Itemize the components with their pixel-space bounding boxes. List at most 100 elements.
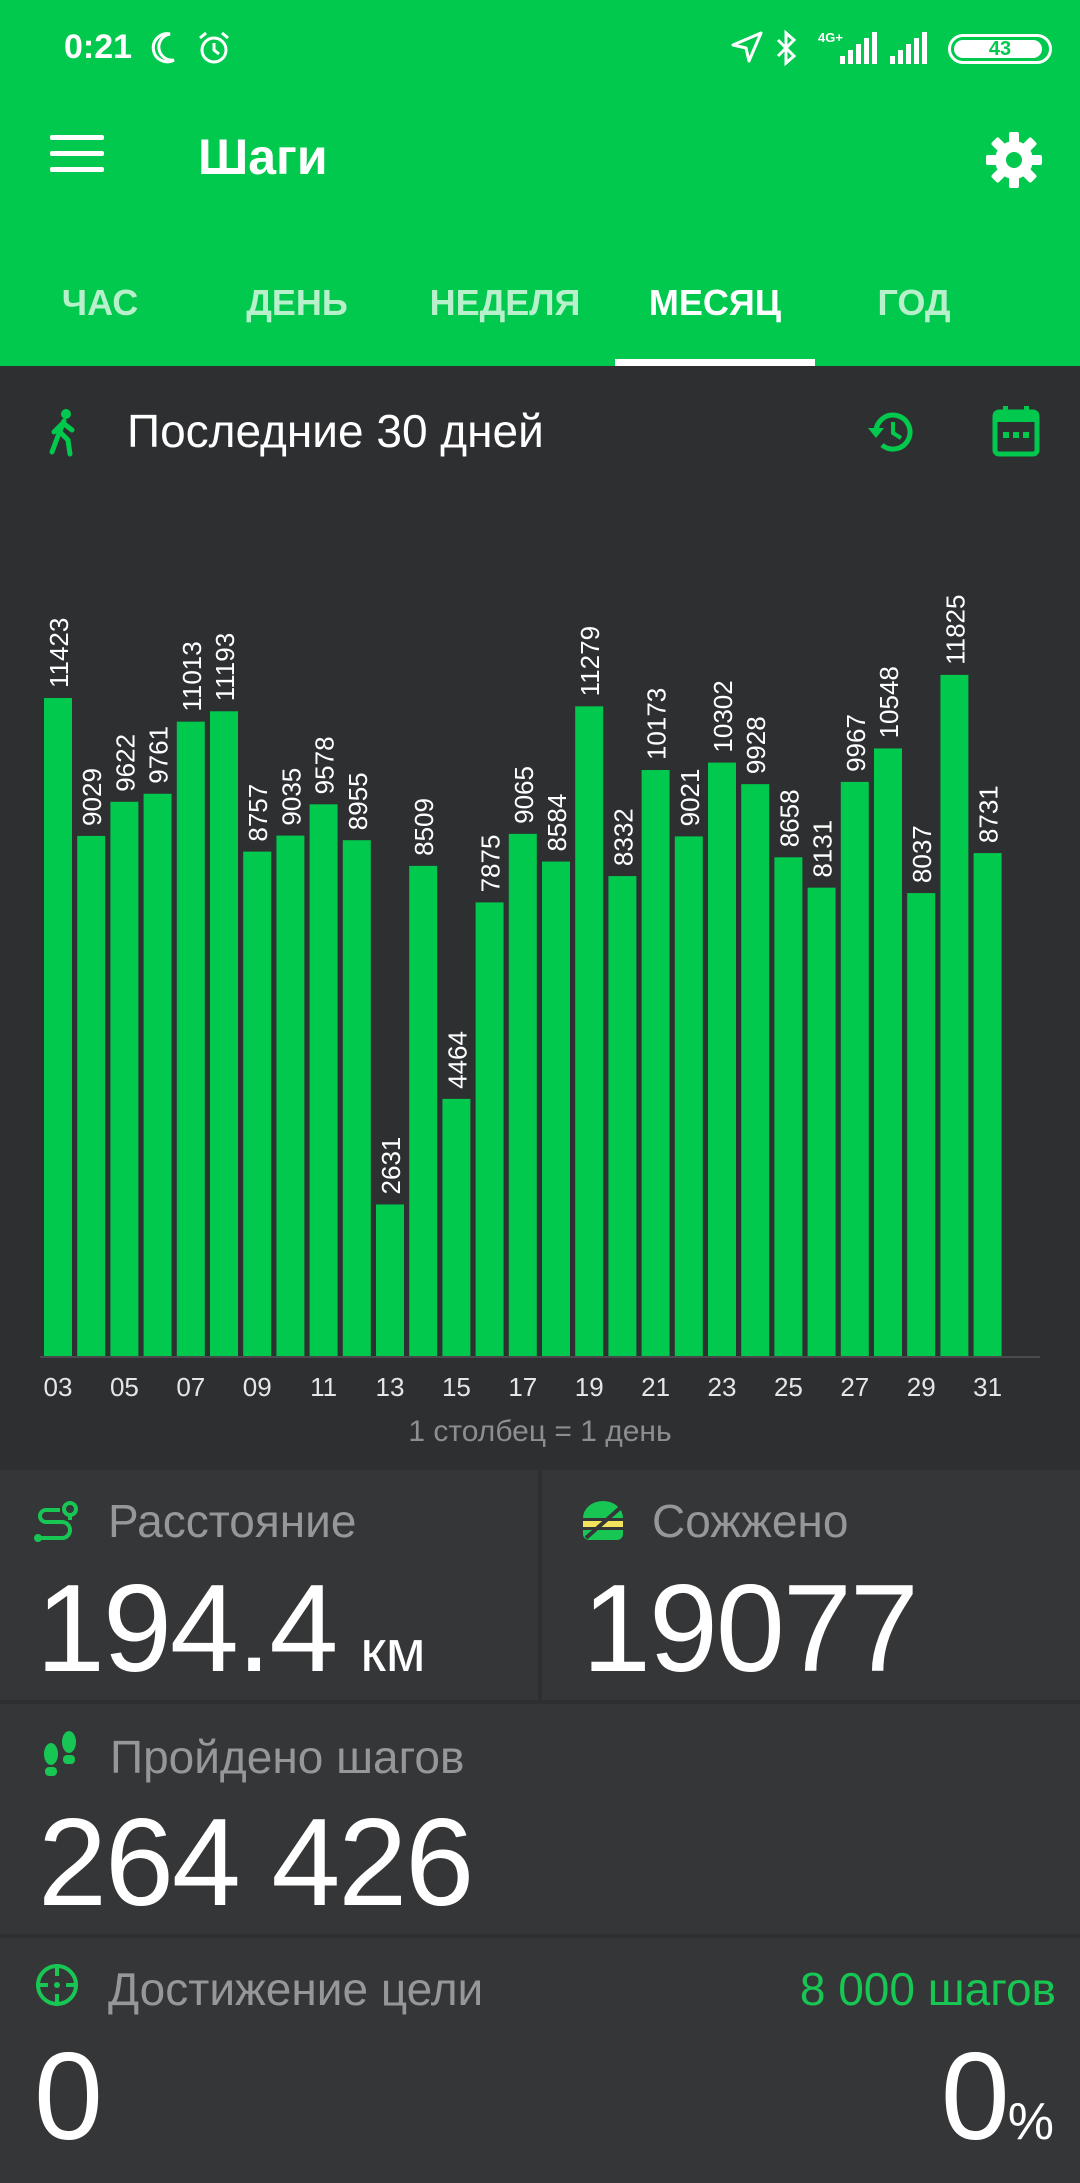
tab-week[interactable]: НЕДЕЛЯ [429,282,581,323]
tab-day[interactable]: ДЕНЬ [246,282,348,323]
bar-value-label: 9967 [841,714,871,772]
hamburger-menu-icon[interactable] [50,135,104,175]
alarm-icon [199,31,229,64]
bar-30 [940,674,969,1356]
battery-icon: 43 [948,34,1052,64]
bar-value-label: 8584 [542,794,572,852]
bar-26 [807,887,836,1356]
x-tick-label: 17 [508,1372,537,1402]
target-icon [36,1964,78,2006]
bar-value-label: 11013 [177,641,207,711]
bar-03 [44,698,72,1356]
steps-label: Пройдено шагов [110,1731,465,1783]
signal-icon [840,32,877,64]
bar-04 [77,835,106,1356]
bar-20 [608,876,637,1356]
bar-value-label: 9021 [675,769,705,827]
bar-value-label: 8131 [808,820,838,878]
burned-card[interactable]: Сожжено 19077 [542,1470,1080,1700]
x-tick-label: 23 [708,1372,737,1402]
status-time: 0:21 [64,28,133,66]
bar-16 [475,902,504,1356]
bar-value-label: 9065 [509,766,539,824]
bar-value-label: 9578 [310,736,340,794]
goal-percent-number: 0 [940,2028,1010,2166]
tab-month[interactable]: МЕСЯЦ [648,282,782,323]
chart-note: 1 столбец = 1 день [408,1415,672,1448]
tab-hour[interactable]: ЧАС [61,282,139,323]
bar-value-label: 11193 [210,633,240,701]
location-icon [731,31,763,63]
bar-18 [542,861,570,1356]
bar-11 [309,804,338,1356]
distance-number: 194.4 [36,1560,338,1698]
goal-percent: 0% [940,2026,1054,2168]
bar-value-label: 10548 [874,666,904,738]
period-tabs: ЧАС ДЕНЬ НЕДЕЛЯ МЕСЯЦ ГОД [0,270,1080,366]
goal-value: 0 [34,2028,103,2166]
history-icon[interactable] [866,406,918,458]
bar-value-label: 7875 [476,835,506,893]
steps-card[interactable]: Пройдено шагов 264 426 [0,1704,1080,1934]
goal-card[interactable]: Достижение цели 8 000 шагов 0 0% [0,1938,1080,2183]
burger-icon [583,1501,623,1540]
gear-icon[interactable] [984,130,1044,190]
page-title: Шаги [198,129,328,185]
bar-12 [342,840,371,1356]
bar-22 [674,836,703,1356]
bar-05 [110,801,139,1356]
x-tick-label: 29 [907,1372,936,1402]
app-header: 0:21 4G+ 43 [0,0,1080,366]
bar-15 [442,1098,471,1356]
battery-level: 43 [988,38,1012,60]
distance-card[interactable]: Расстояние 194.4 км [0,1470,538,1700]
footprints-icon [44,1731,76,1776]
bar-21 [641,770,670,1356]
tab-year[interactable]: ГОД [877,282,951,323]
network-type: 4G+ [818,30,843,45]
distance-unit: км [360,1619,426,1684]
bar-06 [143,793,172,1356]
x-tick-label: 09 [243,1372,272,1402]
active-tab-indicator [615,359,815,366]
x-tick-label: 21 [641,1372,670,1402]
percent-sign: % [1007,2093,1054,2151]
burned-label: Сожжено [652,1495,849,1547]
calendar-icon[interactable] [990,404,1042,458]
period-title: Последние 30 дней [127,405,544,457]
burned-value: 19077 [582,1560,919,1698]
bar-08 [210,711,238,1356]
distance-value: 194.4 км [36,1558,426,1700]
bar-value-label: 11423 [44,618,74,688]
bar-09 [243,851,272,1356]
bar-29 [907,893,936,1356]
bar-value-label: 9928 [741,716,771,774]
bar-value-label: 10173 [642,688,672,760]
bar-31 [973,853,1002,1356]
moon-icon [151,32,175,64]
bar-24 [741,784,770,1356]
bar-value-label: 8658 [774,789,804,847]
x-tick-label: 07 [176,1372,205,1402]
bar-value-label: 11279 [575,626,605,696]
bar-23 [708,762,736,1356]
x-tick-label: 27 [840,1372,869,1402]
walking-person-icon [49,409,75,457]
bar-value-label: 8955 [343,772,373,830]
x-tick-label: 31 [973,1372,1002,1402]
status-bar: 0:21 4G+ 43 [0,0,1080,100]
period-row: Последние 30 дней [0,366,1080,506]
bar-07 [176,721,205,1356]
bar-value-label: 8757 [243,784,273,842]
signal-icon [890,32,927,64]
x-tick-label: 05 [110,1372,139,1402]
x-tick-label: 19 [575,1372,604,1402]
bar-value-label: 8509 [409,798,439,856]
steps-value: 264 426 [38,1794,474,1932]
route-icon [34,1501,78,1542]
bar-value-label: 9622 [110,734,140,792]
bar-value-label: 9761 [144,726,174,784]
bar-value-label: 8731 [974,785,1004,843]
x-tick-label: 11 [310,1372,337,1402]
